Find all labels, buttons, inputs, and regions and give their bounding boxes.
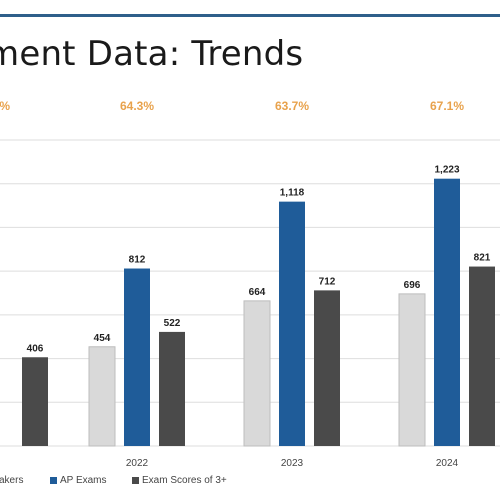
chart-title: ment Data: Trends (0, 34, 304, 74)
bar-takers (398, 293, 426, 447)
bar-ap-exams (434, 178, 460, 447)
percent-label: 64.3% (120, 99, 154, 113)
top-rule (0, 14, 500, 17)
legend-label-ap-exams: AP Exams (60, 475, 107, 486)
legend-label-exam-scores: Exam Scores of 3+ (142, 475, 227, 486)
value-label-ap-exams: 812 (129, 255, 146, 266)
legend-item-ap-exams: AP Exams (50, 475, 107, 486)
legend-swatch-exam-scores (132, 477, 139, 484)
bar-ap-exams (124, 268, 150, 446)
value-label-exam-scores: 712 (319, 276, 336, 287)
x-tick-label: 2023 (281, 458, 304, 469)
bar-ap-exams (279, 201, 305, 446)
bar-exam-scores (314, 290, 340, 446)
bar-exam-scores (22, 357, 48, 446)
value-label-takers: 454 (94, 333, 111, 344)
value-label-takers: 696 (404, 280, 421, 291)
x-tick-label: 2022 (126, 458, 149, 469)
value-label-ap-exams: 1,118 (280, 188, 305, 199)
bar-takers (88, 346, 116, 447)
bar-exam-scores (159, 331, 185, 446)
bar-exam-scores (469, 266, 495, 446)
value-label-exam-scores: 406 (27, 343, 44, 354)
value-label-ap-exams: 1,223 (434, 165, 459, 176)
value-label-exam-scores: 821 (474, 253, 491, 264)
chart-area: 406% 454 812 522 64.3% 2022 664 1,118 712 63.7% 20… (0, 99, 500, 469)
percent-label: 63.7% (275, 99, 309, 113)
x-tick-label: 2024 (436, 458, 459, 469)
legend: Takers AP Exams Exam Scores of 3+ (0, 475, 500, 489)
percent-label: 67.1% (430, 99, 464, 113)
legend-item-exam-scores: Exam Scores of 3+ (132, 475, 227, 486)
legend-label-takers: Takers (0, 475, 24, 486)
bar-takers (243, 300, 271, 447)
percent-label: % (0, 99, 10, 113)
legend-item-takers: Takers (0, 475, 23, 486)
value-label-takers: 664 (249, 287, 266, 298)
value-label-exam-scores: 522 (164, 318, 181, 329)
legend-swatch-ap-exams (50, 477, 57, 484)
